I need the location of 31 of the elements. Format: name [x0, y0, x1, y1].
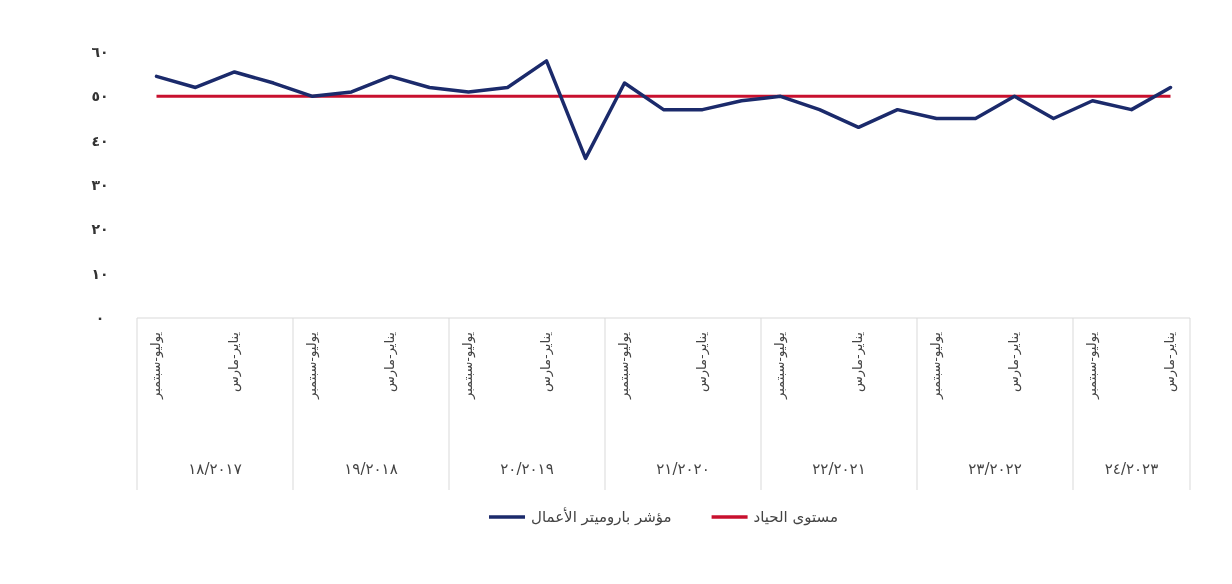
- x-tick-label: يناير-مارس: [850, 331, 866, 393]
- y-tick-label: ٠: [95, 310, 105, 326]
- text: ٢٤/٢٠٢٣: [1104, 460, 1159, 478]
- y-tick-label: ٥٠: [91, 88, 109, 105]
- x-tick-label: يوليو-سبتمبر: [772, 331, 788, 400]
- y-tick-label: ٦٠: [91, 44, 109, 60]
- x-tick-label: يوليو-سبتمبر: [304, 331, 320, 400]
- x-tick-label: يناير-مارس: [382, 331, 398, 393]
- x-tick-label: يوليو-سبتمبر: [460, 331, 476, 400]
- y-tick-label: ٢٠: [91, 221, 109, 238]
- x-tick-label: يناير-مارس: [694, 331, 710, 393]
- x-tick-label: يوليو-سبتمبر: [148, 331, 164, 400]
- legend-label: مستوى الحياد: [753, 508, 838, 526]
- text: ١٩/٢٠١٨: [344, 460, 398, 478]
- y-tick-label: ١٠: [91, 265, 109, 282]
- text: ٢٣/٢٠٢٢: [968, 460, 1022, 478]
- x-tick-label: يوليو-سبتمبر: [616, 331, 632, 400]
- x-tick-label: يناير-مارس: [1162, 331, 1178, 393]
- text: ٢١/٢٠٢٠: [656, 460, 710, 478]
- y-tick-label: ٣٠: [91, 177, 109, 193]
- x-tick-label: يوليو-سبتمبر: [928, 331, 944, 400]
- legend-label: مؤشر باروميتر الأعمال: [531, 507, 672, 526]
- x-tick-label: يناير-مارس: [226, 331, 242, 393]
- y-tick-label: ٤٠: [91, 132, 109, 149]
- x-tick-label: يوليو-سبتمبر: [1084, 331, 1100, 400]
- text: ٢٢/٢٠٢١: [812, 460, 866, 478]
- line-series: [154, 59, 1173, 161]
- text: ١٨/٢٠١٧: [188, 460, 242, 478]
- text: ٢٠/٢٠١٩: [500, 460, 554, 478]
- x-tick-label: يناير-مارس: [1006, 331, 1022, 393]
- x-tick-label: يناير-مارس: [538, 331, 554, 393]
